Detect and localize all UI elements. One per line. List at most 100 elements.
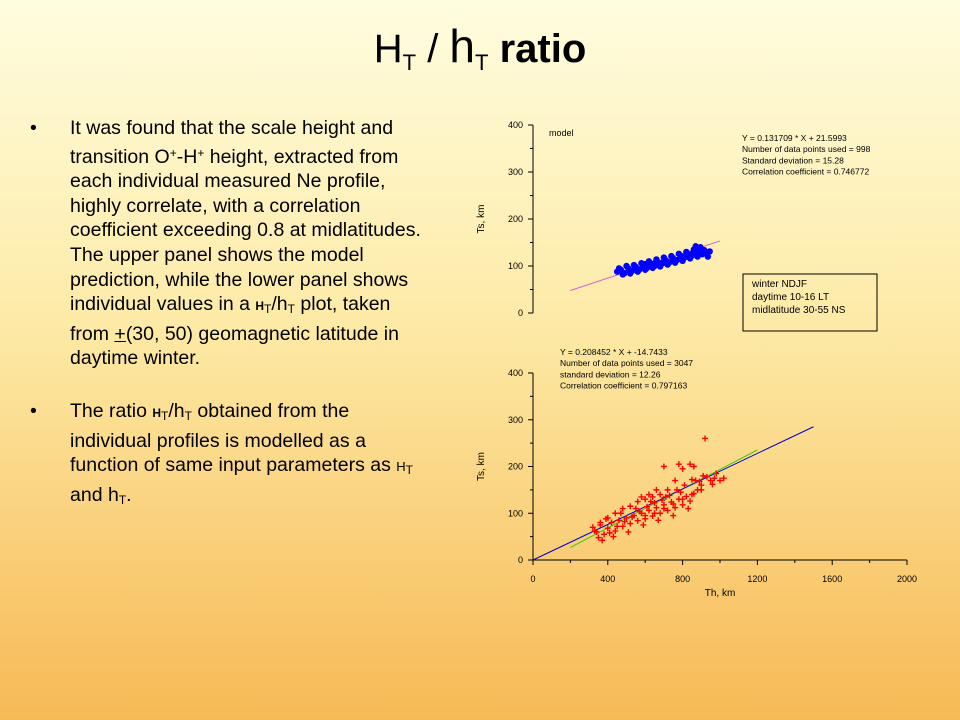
lower-data-point [647, 498, 654, 505]
lower-data-point [677, 489, 684, 496]
lower-regression-text: Y = 0.208452 * X + -14.7433 [560, 347, 668, 357]
lower-data-point [672, 477, 679, 484]
upper-data-point [627, 270, 634, 277]
lower-data-point [640, 521, 647, 528]
title-h-sub: T [475, 50, 489, 75]
upper-legend-entry: midlatitude 30-55 NS [752, 305, 846, 316]
lower-data-point [700, 472, 707, 479]
lower-data-point [627, 503, 634, 510]
upper-data-point [704, 253, 712, 260]
lower-data-point [670, 500, 677, 507]
upper-legend-entry: daytime 10-16 LT [752, 292, 829, 303]
upper-panel-label: model [549, 128, 574, 138]
upper-y-tick-label: 0 [518, 308, 523, 318]
b1-text-3: height, extracted from each individual m… [70, 145, 421, 316]
upper-data-point [688, 250, 696, 257]
lower-data-point [709, 481, 716, 488]
bullet-list: • It was found that the scale height and… [30, 116, 422, 540]
upper-legend-entry: winter NDJF [751, 279, 807, 290]
lower-data-point [717, 477, 723, 484]
lower-data-point [655, 517, 662, 524]
lower-data-point [698, 486, 705, 493]
upper-data-point [642, 266, 649, 273]
lower-data-point [657, 491, 664, 498]
lower-data-point [711, 475, 718, 482]
lower-data-point [591, 528, 598, 535]
lower-x-tick-label: 1600 [822, 574, 842, 584]
lower-data-point [625, 528, 632, 535]
lower-data-point [696, 478, 703, 485]
upper-data-point [706, 248, 713, 255]
lower-data-point [634, 498, 641, 505]
b2-H2-sub: T [405, 463, 413, 478]
lower-data-point [649, 493, 656, 500]
lower-data-point [601, 531, 608, 538]
lower-data-point [606, 529, 613, 536]
lower-x-axis-label: Th, km [705, 588, 736, 599]
title-H: H [373, 27, 403, 71]
lower-data-point [702, 435, 709, 442]
upper-data-point [630, 261, 638, 269]
lower-data-point [612, 528, 619, 535]
upper-data-point [651, 259, 658, 267]
upper-y-tick-label: 200 [508, 214, 523, 224]
lower-data-point [610, 533, 617, 540]
lower-data-point [690, 463, 697, 470]
lower-data-point [659, 497, 666, 504]
upper-y-tick-label: 300 [508, 167, 523, 177]
b1-sup-1: + [169, 145, 177, 160]
lower-data-point [713, 470, 720, 477]
lower-data-point [589, 524, 596, 531]
title-H-sub: T [402, 50, 417, 75]
upper-regression-text: Standard deviation = 15.28 [742, 155, 844, 165]
b1-slash: /h [271, 293, 288, 316]
b2-text-2: obtained from the individual profiles is… [70, 399, 397, 477]
lower-y-tick-label: 200 [508, 462, 523, 472]
lower-data-point [619, 523, 626, 530]
b2-and: and h [70, 483, 119, 506]
lower-data-point [657, 510, 664, 517]
title-slash: / [416, 27, 450, 71]
lower-data-point [608, 519, 615, 526]
lower-data-point [664, 507, 671, 514]
lower-data-point [683, 493, 690, 500]
lower-data-point [653, 486, 660, 493]
lower-data-point [666, 492, 673, 499]
lower-data-point [664, 486, 671, 493]
lower-y-tick-label: 300 [508, 415, 523, 425]
lower-data-point [595, 534, 602, 541]
lower-data-point [673, 486, 680, 493]
upper-data-point [670, 256, 677, 263]
b2-h2-sub: T [118, 492, 127, 507]
lower-data-point [703, 473, 710, 480]
lower-data-point [597, 519, 604, 526]
lower-data-point [604, 525, 611, 532]
lower-data-point [720, 475, 727, 482]
lower-data-point [660, 505, 667, 512]
upper-data-point [695, 244, 702, 252]
lower-data-point [599, 537, 606, 544]
lower-data-point [688, 491, 695, 498]
b1-text-1: It was found that the scale height and t… [70, 117, 394, 168]
lower-data-point [614, 523, 621, 530]
lower-data-point [645, 491, 652, 498]
b2-H: H [152, 405, 162, 420]
b2-h-sub: T [184, 408, 192, 423]
lower-x-tick-label: 1200 [747, 574, 767, 584]
lower-regression-text: standard deviation = 12.26 [560, 369, 661, 379]
lower-data-point [616, 517, 623, 524]
lower-data-point [645, 507, 652, 514]
b2-H2: H [396, 459, 406, 475]
upper-y-tick-label: 400 [508, 120, 523, 130]
bullet-dot-icon: • [30, 117, 37, 139]
upper-data-point [683, 248, 690, 256]
b1-text-4: plot, taken from [70, 293, 391, 345]
lower-x-tick-label: 0 [530, 574, 535, 584]
lower-data-point [653, 504, 660, 511]
lower-data-point [623, 514, 630, 521]
lower-y-tick-label: 0 [518, 555, 523, 565]
lower-data-point [687, 498, 694, 505]
upper-data-point [623, 262, 630, 270]
b1-H-sub: T [264, 302, 272, 317]
b2-slash: /h [168, 399, 185, 422]
